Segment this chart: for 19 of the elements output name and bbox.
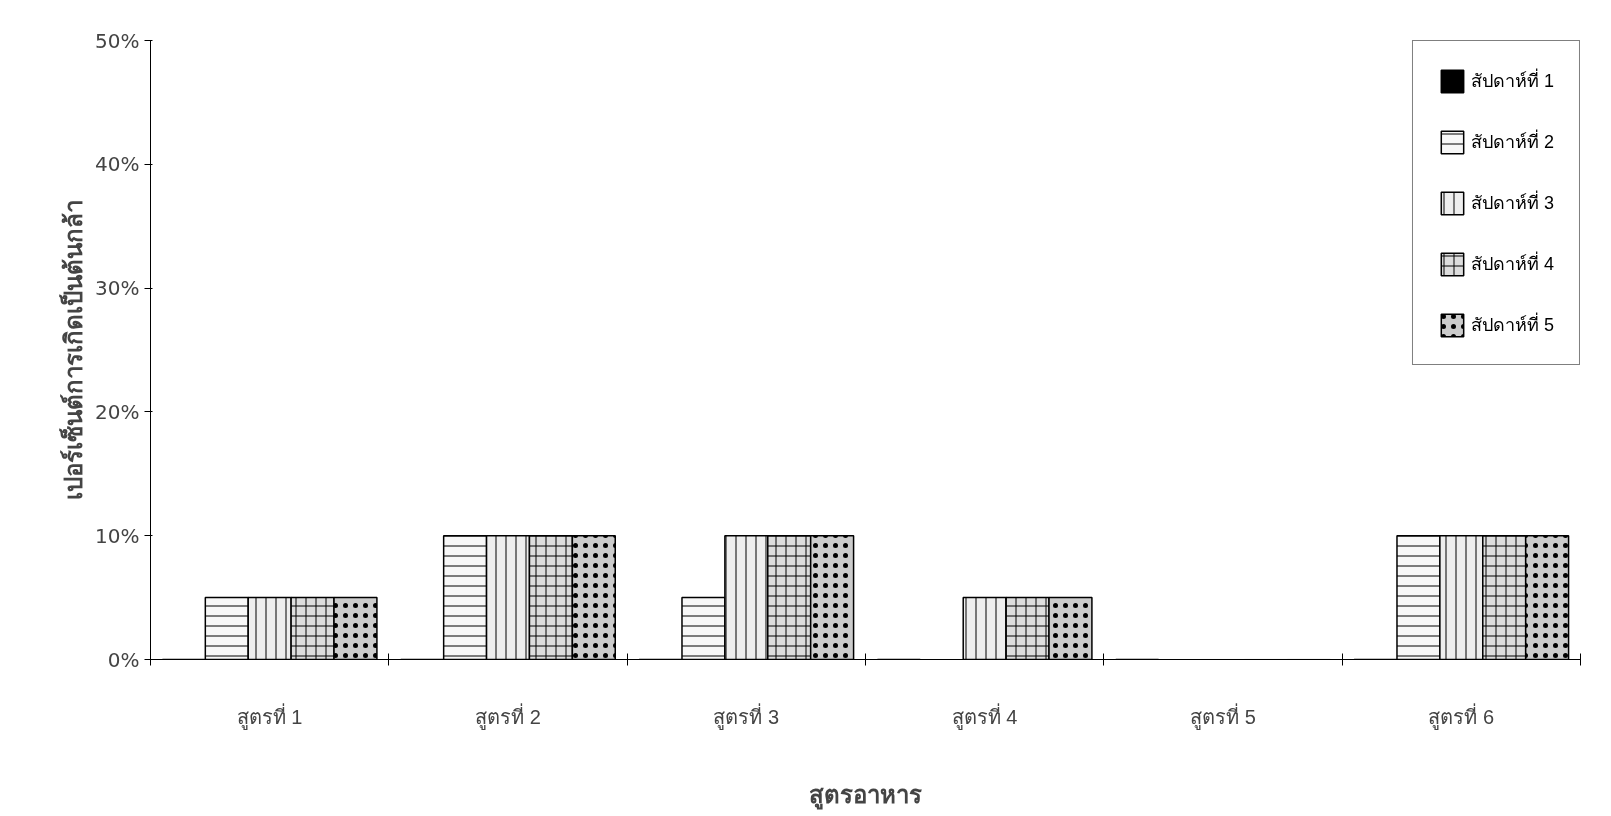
y-axis-title: เปอร์เซ็นต์การเกิดเป็นต้นกล้า [59,200,88,500]
y-tick-label: 40% [95,152,140,177]
x-tick-label: สูตรที่ 6 [1428,702,1495,730]
legend-label: สัปดาห์ที่ 1 [1470,67,1554,93]
x-tick-label: สูตรที่ 3 [713,702,780,730]
y-tick-label: 10% [95,523,140,548]
legend-label: สัปดาห์ที่ 2 [1470,128,1554,154]
x-tick-label: สูตรที่ 1 [236,702,303,730]
y-tick-label: 0% [107,647,140,672]
x-tick-label: สูตรที่ 5 [1190,702,1256,730]
legend-label: สัปดาห์ที่ 4 [1470,250,1554,276]
x-axis-title: สูตรอาหาร [809,780,922,810]
y-tick-label: 50% [95,28,140,53]
y-tick-label: 20% [95,399,140,424]
legend-label: สัปดาห์ที่ 3 [1470,189,1554,215]
y-tick-label: 30% [95,276,140,301]
x-tick-label: สูตรที่ 2 [475,702,541,730]
legend-label: สัปดาห์ที่ 5 [1470,311,1554,337]
x-tick-label: สูตรที่ 4 [951,702,1018,730]
